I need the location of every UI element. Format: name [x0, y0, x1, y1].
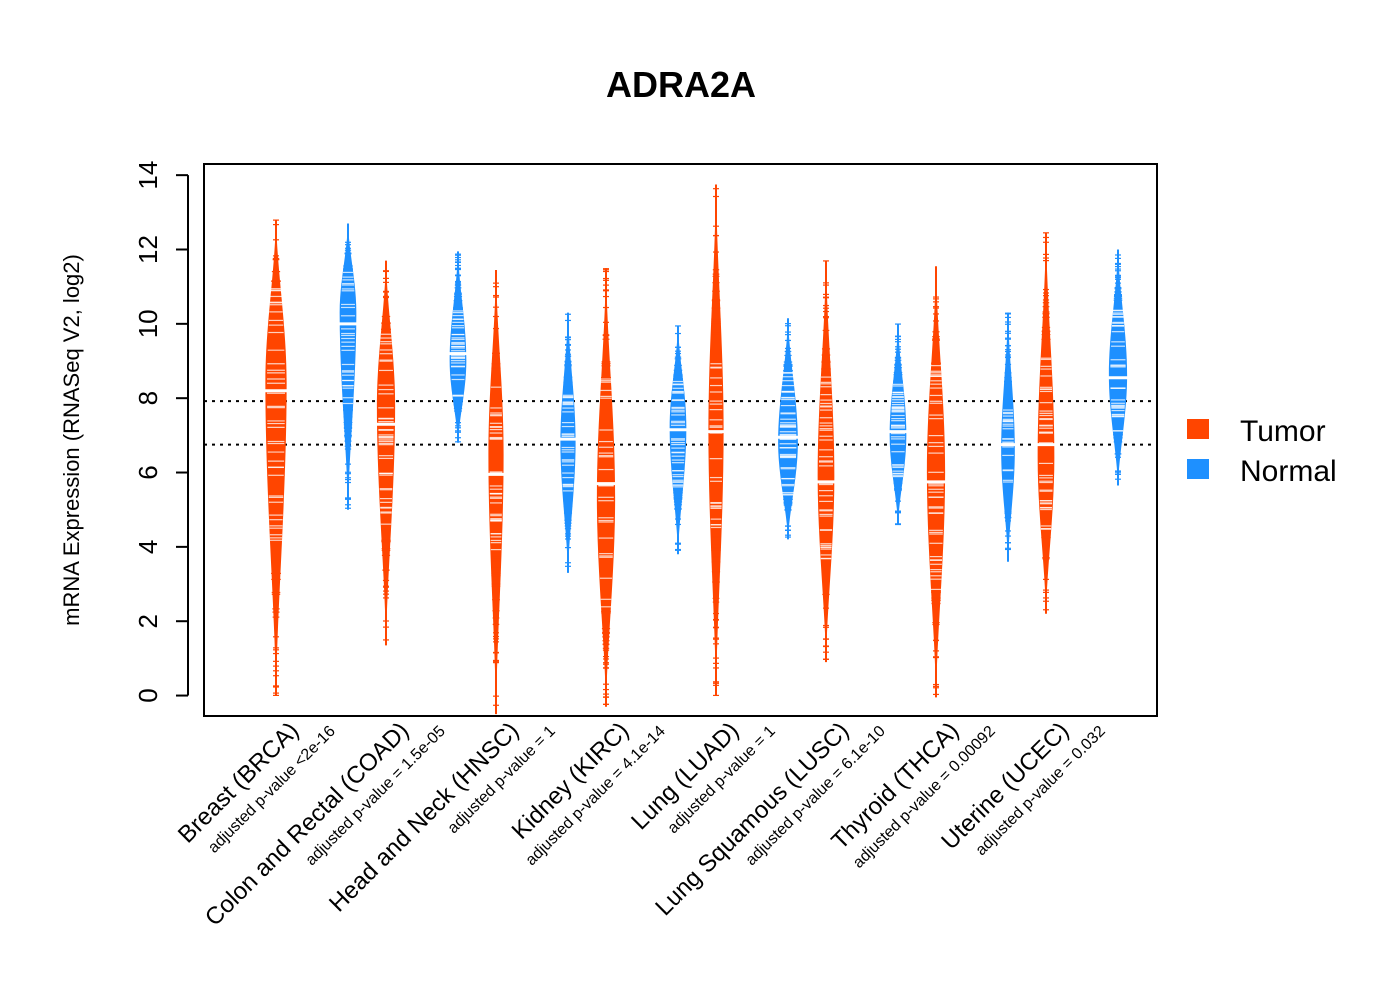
- y-axis: 0 2 4 6 8 10 12 14: [133, 161, 189, 703]
- y-tick-label: 10: [133, 309, 163, 338]
- violins: [264, 184, 1130, 715]
- legend-label-tumor: Tumor: [1240, 415, 1326, 448]
- violin-normal-sample-ticks: [561, 313, 575, 567]
- y-tick-label: 2: [133, 614, 163, 628]
- violin-normal: [886, 323, 910, 526]
- plot-frame: [203, 163, 1158, 717]
- violin-normal-sample-ticks: [340, 241, 356, 509]
- legend-swatch-normal: [1187, 459, 1209, 479]
- chart-title: ADRA2A: [606, 64, 756, 105]
- violin-tumor-sample-ticks: [378, 270, 394, 641]
- violin-tumor: [374, 260, 398, 646]
- violin-normal-sample-ticks: [779, 323, 797, 538]
- violin-normal: [336, 223, 360, 510]
- legend-swatch-tumor: [1187, 419, 1209, 439]
- violin-tumor: [484, 269, 508, 715]
- violin-tumor-sample-ticks: [709, 188, 723, 697]
- y-tick-label: 0: [133, 688, 163, 702]
- violin-normal-sample-ticks: [450, 253, 466, 443]
- violin-tumor-sample-ticks: [489, 282, 503, 706]
- violin-tumor: [924, 266, 948, 698]
- violin-tumor: [264, 219, 288, 696]
- violin-tumor-sample-ticks: [598, 268, 614, 706]
- y-axis-label: mRNA Expression (RNASeq V2, log2): [59, 254, 84, 626]
- violin-normal: [666, 325, 690, 555]
- violin-tumor: [594, 268, 618, 707]
- violin-normal: [556, 312, 580, 573]
- y-tick-label: 4: [133, 540, 163, 554]
- violin-tumor: [814, 260, 838, 663]
- violin-tumor-sample-ticks: [818, 260, 834, 660]
- y-tick-label: 8: [133, 391, 163, 405]
- y-tick-label: 12: [133, 235, 163, 264]
- y-tick-label: 14: [133, 161, 163, 190]
- violin-normal-sample-ticks: [1002, 312, 1014, 551]
- x-axis-labels: Breast (BRCA)adjusted p-value <2e-16Colo…: [173, 717, 1109, 931]
- y-tick-label: 6: [133, 465, 163, 479]
- violin-tumor: [1034, 232, 1058, 614]
- violin-normal-sample-ticks: [670, 325, 686, 551]
- violin-normal-sample-ticks: [890, 323, 906, 526]
- violin-normal: [1106, 249, 1130, 486]
- legend: Tumor Normal: [1187, 415, 1337, 488]
- violin-tumor-sample-ticks: [928, 296, 944, 696]
- violin-tumor-sample-ticks: [266, 219, 286, 696]
- violin-tumor: [704, 184, 728, 697]
- violin-normal: [446, 251, 470, 443]
- legend-label-normal: Normal: [1240, 455, 1337, 488]
- violin-tumor-sample-ticks: [1038, 232, 1054, 611]
- violin-normal: [776, 318, 800, 540]
- violin-normal: [996, 312, 1020, 562]
